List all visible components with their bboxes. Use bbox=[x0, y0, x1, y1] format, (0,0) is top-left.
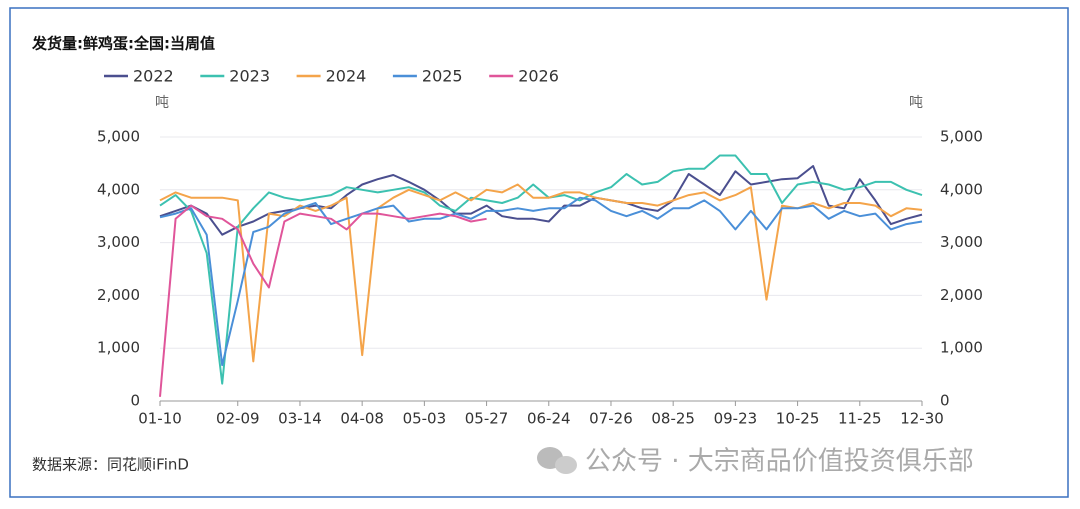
wechat-icon bbox=[537, 447, 577, 474]
y2-tick-label: 1,000 bbox=[940, 339, 983, 357]
legend-label: 2026 bbox=[518, 67, 559, 86]
x-tick-label: 07-26 bbox=[589, 410, 633, 428]
y-unit: 吨 bbox=[155, 95, 169, 111]
watermark: 公众号 · 大宗商品价值投资俱乐部 bbox=[585, 447, 974, 477]
y2-unit: 吨 bbox=[909, 95, 923, 111]
y-tick-label: 2,000 bbox=[97, 286, 140, 304]
x-tick-label: 05-27 bbox=[465, 410, 509, 428]
series-line bbox=[159, 165, 923, 236]
series-line bbox=[159, 204, 487, 397]
chart-title: 发货量:鲜鸡蛋:全国:当周值 bbox=[31, 35, 215, 53]
x-tick-label: 08-25 bbox=[651, 410, 695, 428]
x-tick-label: 04-08 bbox=[340, 410, 384, 428]
legend-label: 2023 bbox=[229, 67, 270, 86]
y-tick-label: 0 bbox=[130, 392, 140, 410]
y2-tick-label: 5,000 bbox=[940, 128, 983, 146]
y2-tick-label: 4,000 bbox=[940, 180, 983, 198]
series-line bbox=[159, 196, 923, 367]
y2-tick-label: 2,000 bbox=[940, 286, 983, 304]
y-tick-label: 4,000 bbox=[97, 180, 140, 198]
x-tick-label: 10-25 bbox=[776, 410, 820, 428]
y2-tick-label: 0 bbox=[940, 392, 950, 410]
legend-label: 2022 bbox=[133, 67, 174, 86]
source: 数据来源：同花顺iFinD bbox=[32, 456, 189, 474]
x-tick-label: 05-03 bbox=[403, 410, 447, 428]
y2-tick-label: 3,000 bbox=[940, 233, 983, 251]
x-tick-label: 09-23 bbox=[714, 410, 758, 428]
series-line bbox=[159, 154, 923, 385]
y-tick-label: 3,000 bbox=[97, 233, 140, 251]
frame bbox=[9, 7, 1069, 498]
x-tick-label: 12-30 bbox=[900, 410, 944, 428]
y-tick-label: 1,000 bbox=[97, 339, 140, 357]
x-tick-label: 02-09 bbox=[216, 410, 260, 428]
x-tick-label: 11-25 bbox=[838, 410, 882, 428]
legend-label: 2025 bbox=[422, 67, 463, 86]
y-tick-label: 5,000 bbox=[97, 128, 140, 146]
x-tick-label: 06-24 bbox=[527, 410, 571, 428]
x-tick-label: 01-10 bbox=[138, 410, 182, 428]
legend-label: 2024 bbox=[326, 67, 367, 86]
x-tick-label: 03-14 bbox=[278, 410, 322, 428]
